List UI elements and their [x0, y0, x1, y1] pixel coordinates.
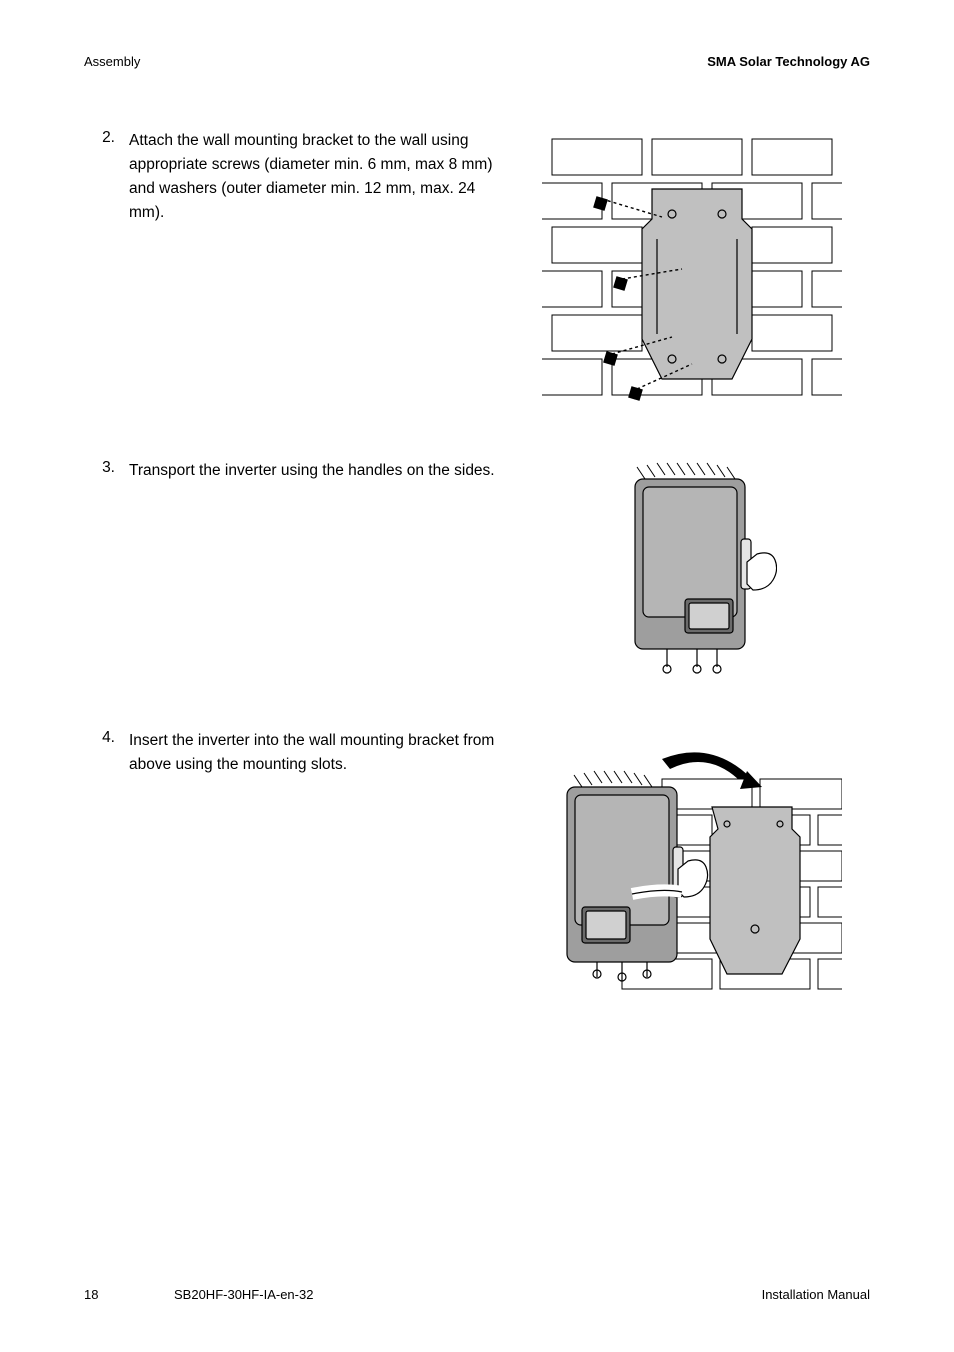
header-section-title: Assembly — [84, 54, 140, 69]
inverter-carry-illustration — [607, 459, 777, 689]
footer-doc-type: Installation Manual — [762, 1287, 870, 1302]
step-text: Insert the inverter into the wall mounti… — [129, 729, 514, 777]
footer-page-number: 18 — [84, 1287, 98, 1302]
page: Assembly SMA Solar Technology AG 2. Atta… — [0, 0, 954, 1352]
step-illustration — [514, 129, 870, 419]
footer-doc-id: SB20HF-30HF-IA-en-32 — [174, 1287, 313, 1302]
step-number: 3. — [84, 459, 129, 477]
page-footer: 18 SB20HF-30HF-IA-en-32 Installation Man… — [84, 1287, 870, 1302]
header-company: SMA Solar Technology AG — [707, 54, 870, 69]
step-row: 2. Attach the wall mounting bracket to t… — [84, 129, 870, 419]
step-text: Transport the inverter using the handles… — [129, 459, 514, 483]
step-row: 4. Insert the inverter into the wall mou… — [84, 729, 870, 1019]
step-illustration — [514, 459, 870, 689]
step-illustration — [514, 729, 870, 1019]
page-header: Assembly SMA Solar Technology AG — [84, 54, 870, 69]
inverter-mount-illustration — [542, 729, 842, 1019]
step-number: 4. — [84, 729, 129, 747]
step-text: Attach the wall mounting bracket to the … — [129, 129, 514, 225]
wall-bracket-illustration — [542, 129, 842, 419]
step-number: 2. — [84, 129, 129, 147]
step-row: 3. Transport the inverter using the hand… — [84, 459, 870, 689]
